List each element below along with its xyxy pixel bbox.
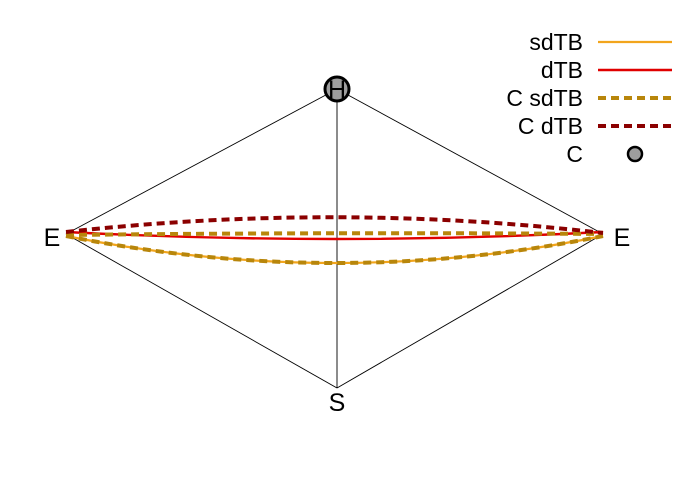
curve-c-sdtb-upper (65, 231, 604, 237)
legend-label-sdtb: sdTB (529, 29, 583, 55)
edge-bottom-right (336, 233, 604, 389)
vertex-label-bottom: S (329, 389, 346, 417)
curve-c-dtb (65, 215, 604, 235)
vertex-label-right: E (614, 224, 631, 252)
legend-label-c-sdtb: C sdTB (506, 85, 583, 111)
legend-label-dtb: dTB (541, 57, 583, 83)
critical-point-marker (323, 75, 351, 103)
curve-sdtb (65, 234, 604, 265)
vertex-label-top: H (328, 76, 346, 104)
legend: sdTB dTB C sdTB C dTB C (506, 29, 672, 167)
legend-swatch-c (626, 145, 644, 163)
legend-label-c: C (566, 141, 583, 167)
edge-top-right (336, 88, 604, 235)
curves (65, 215, 604, 265)
edge-bottom-left (65, 233, 338, 389)
legend-label-c-dtb: C dTB (518, 113, 583, 139)
edge-top-left (65, 88, 338, 235)
vertex-label-left: E (44, 224, 61, 252)
